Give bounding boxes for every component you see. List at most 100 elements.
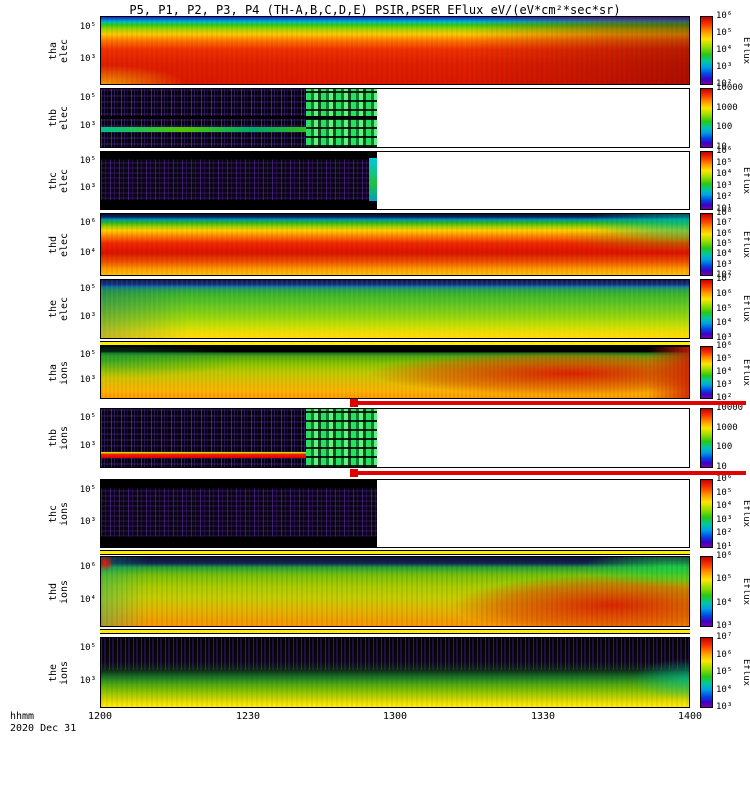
colorbar-tick: 10⁷: [716, 274, 733, 284]
x-axis-date: 2020 Dec 31: [10, 723, 77, 734]
spectrogram-tha-elec: [100, 16, 690, 85]
panel-thd-ions: thd ions 10⁶ 10⁴ 10⁶ 10⁵ 10⁴ 10³ Eflux: [0, 552, 750, 631]
x-tick: 1300: [382, 711, 408, 722]
black-stripe: [101, 115, 377, 119]
colorbar-axis-label: Eflux: [741, 230, 750, 259]
colorbar: [700, 556, 713, 627]
colorbar-tick: 10⁵: [716, 28, 733, 38]
colorbar-axis-label: Eflux: [741, 295, 750, 323]
colorbar-ticks: 10⁶ 10⁵ 10⁴ 10³ 10² 10¹: [716, 147, 746, 214]
y-tick: 10³: [79, 53, 96, 64]
x-axis-label: hhmm: [10, 711, 35, 722]
data-region: [101, 480, 377, 547]
yellow-separator-bar: [100, 341, 690, 346]
panel-the-elec: the elec 10⁵ 10³ 10⁷ 10⁶ 10⁵ 10⁴ 10³ Efl…: [0, 275, 750, 343]
colorbar-ticks: 10⁶ 10⁵ 10⁴ 10³: [716, 552, 746, 631]
x-tick: 1400: [677, 711, 703, 722]
colorbar-tick: 10³: [716, 259, 733, 270]
y-tick: 10⁵: [79, 484, 96, 495]
red-marker-endpoint: [350, 399, 358, 407]
colorbar: [700, 279, 713, 339]
panel-tha-elec: tha elec 10⁵ 10³ 10⁶ 10⁵ 10⁴ 10³ 10² Efl…: [0, 12, 750, 89]
colorbar-tick: 10⁶: [716, 146, 733, 156]
panel-thd-elec: thd elec 10⁶ 10⁴ 10⁸ 10⁷ 10⁶ 10⁵ 10⁴ 10³…: [0, 209, 750, 280]
panel-the-ions: the ions 10⁵ 10³ 10⁷ 10⁶ 10⁵ 10⁴ 10³ Efl…: [0, 633, 750, 712]
colorbar-tick: 10²: [716, 79, 733, 89]
colorbar-tick: 10⁵: [716, 238, 733, 249]
colorbar-tick: 10³: [716, 62, 733, 72]
colorbar-tick: 10⁵: [716, 303, 733, 314]
spectrogram-the-elec: [100, 279, 690, 339]
red-marker-line: [350, 399, 746, 407]
y-tick: 10³: [79, 183, 96, 194]
colorbar-tick: 100: [716, 442, 733, 453]
colorbar: [700, 637, 713, 708]
red-marker-line: [350, 469, 746, 477]
spectrogram-thc-elec: [100, 151, 690, 210]
spectrogram-thb-elec: [100, 88, 690, 148]
colorbar-ticks: 10⁷ 10⁶ 10⁵ 10⁴ 10³: [716, 633, 746, 712]
colorbar: [700, 479, 713, 548]
colorbar-tick: 1000: [716, 102, 738, 113]
y-tick: 10⁶: [79, 218, 96, 229]
colorbar-axis-label: Eflux: [741, 166, 750, 195]
spectrogram-thd-elec: [100, 213, 690, 276]
colorbar-tick: 1000: [716, 422, 738, 433]
colorbar-tick: 10²: [716, 192, 733, 203]
colorbar-tick: 10⁴: [716, 684, 733, 695]
panel-thc-elec: thc elec 10⁵ 10³ 10⁶ 10⁵ 10⁴ 10³ 10² 10¹…: [0, 147, 750, 214]
colorbar-tick: 10⁷: [716, 632, 733, 642]
colorbar-axis-label: Eflux: [741, 358, 750, 387]
colorbar-tick: 10⁵: [716, 574, 733, 585]
x-axis: 1200 1230 1300 1330 1400: [0, 711, 750, 725]
noise-overlay: [101, 638, 689, 670]
colorbar-tick: 10⁶: [716, 288, 733, 299]
colorbar: [700, 408, 713, 468]
colorbar-tick: 10⁷: [716, 218, 733, 229]
colorbar-tick: 10⁸: [716, 208, 733, 218]
colorbar-tick: 10: [716, 461, 727, 472]
colorbar-tick: 100: [716, 122, 733, 133]
colorbar-tick: 10²: [716, 269, 733, 280]
red-marker-endpoint: [350, 469, 358, 477]
colorbar-tick: 10³: [716, 180, 733, 191]
y-tick: 10³: [79, 441, 96, 451]
colorbar-tick: 10⁴: [716, 367, 733, 377]
colorbar-tick: 10⁶: [716, 551, 733, 561]
colorbar-ticks: 10⁸ 10⁷ 10⁶ 10⁵ 10⁴ 10³ 10²: [716, 209, 746, 280]
spectrogram-tha-ions: [100, 346, 690, 399]
colorbar-tick: 10⁵: [716, 354, 733, 364]
colorbar-tick: 10³: [716, 620, 733, 631]
colorbar-tick: 10¹: [716, 203, 733, 214]
y-tick: 10⁵: [79, 350, 96, 361]
y-tick: 10³: [79, 312, 96, 322]
yellow-separator-bar: [100, 550, 690, 555]
panel-thb-elec: thb elec 10⁵ 10³ 10000 1000 100 10: [0, 84, 750, 152]
colorbar-tick: 10³: [716, 702, 733, 712]
colorbar-axis-label: Eflux: [741, 36, 750, 65]
colorbar-tick: 10⁴: [716, 597, 733, 608]
spectrogram-thb-ions: [100, 408, 690, 468]
colorbar: [700, 151, 713, 210]
colorbar-ticks: 10000 1000 100 10: [716, 84, 746, 152]
colorbar-tick: 10⁵: [716, 667, 733, 677]
colorbar-tick: 10⁶: [716, 649, 733, 660]
y-tick: 10⁵: [79, 21, 96, 32]
y-tick: 10⁵: [79, 155, 96, 166]
x-tick: 1200: [87, 711, 113, 722]
x-tick: 1330: [530, 711, 556, 722]
colorbar-axis-label: Eflux: [741, 658, 750, 687]
colorbar: [700, 16, 713, 85]
yellow-separator-bar: [100, 629, 690, 634]
colorbar-tick: 10³: [716, 514, 733, 525]
colorbar-axis-label: Eflux: [741, 499, 750, 528]
gap-fill-patch: [306, 409, 377, 467]
colorbar-tick: 10⁴: [716, 249, 733, 260]
colorbar-tick: 10⁴: [716, 45, 733, 55]
colorbar-tick: 10²: [716, 393, 733, 403]
colorbar: [700, 88, 713, 148]
colorbar-tick: 10⁴: [716, 169, 733, 180]
colorbar-tick: 10⁶: [716, 11, 733, 21]
spectrogram-thc-ions: [100, 479, 690, 548]
y-tick: 10⁵: [79, 92, 96, 103]
